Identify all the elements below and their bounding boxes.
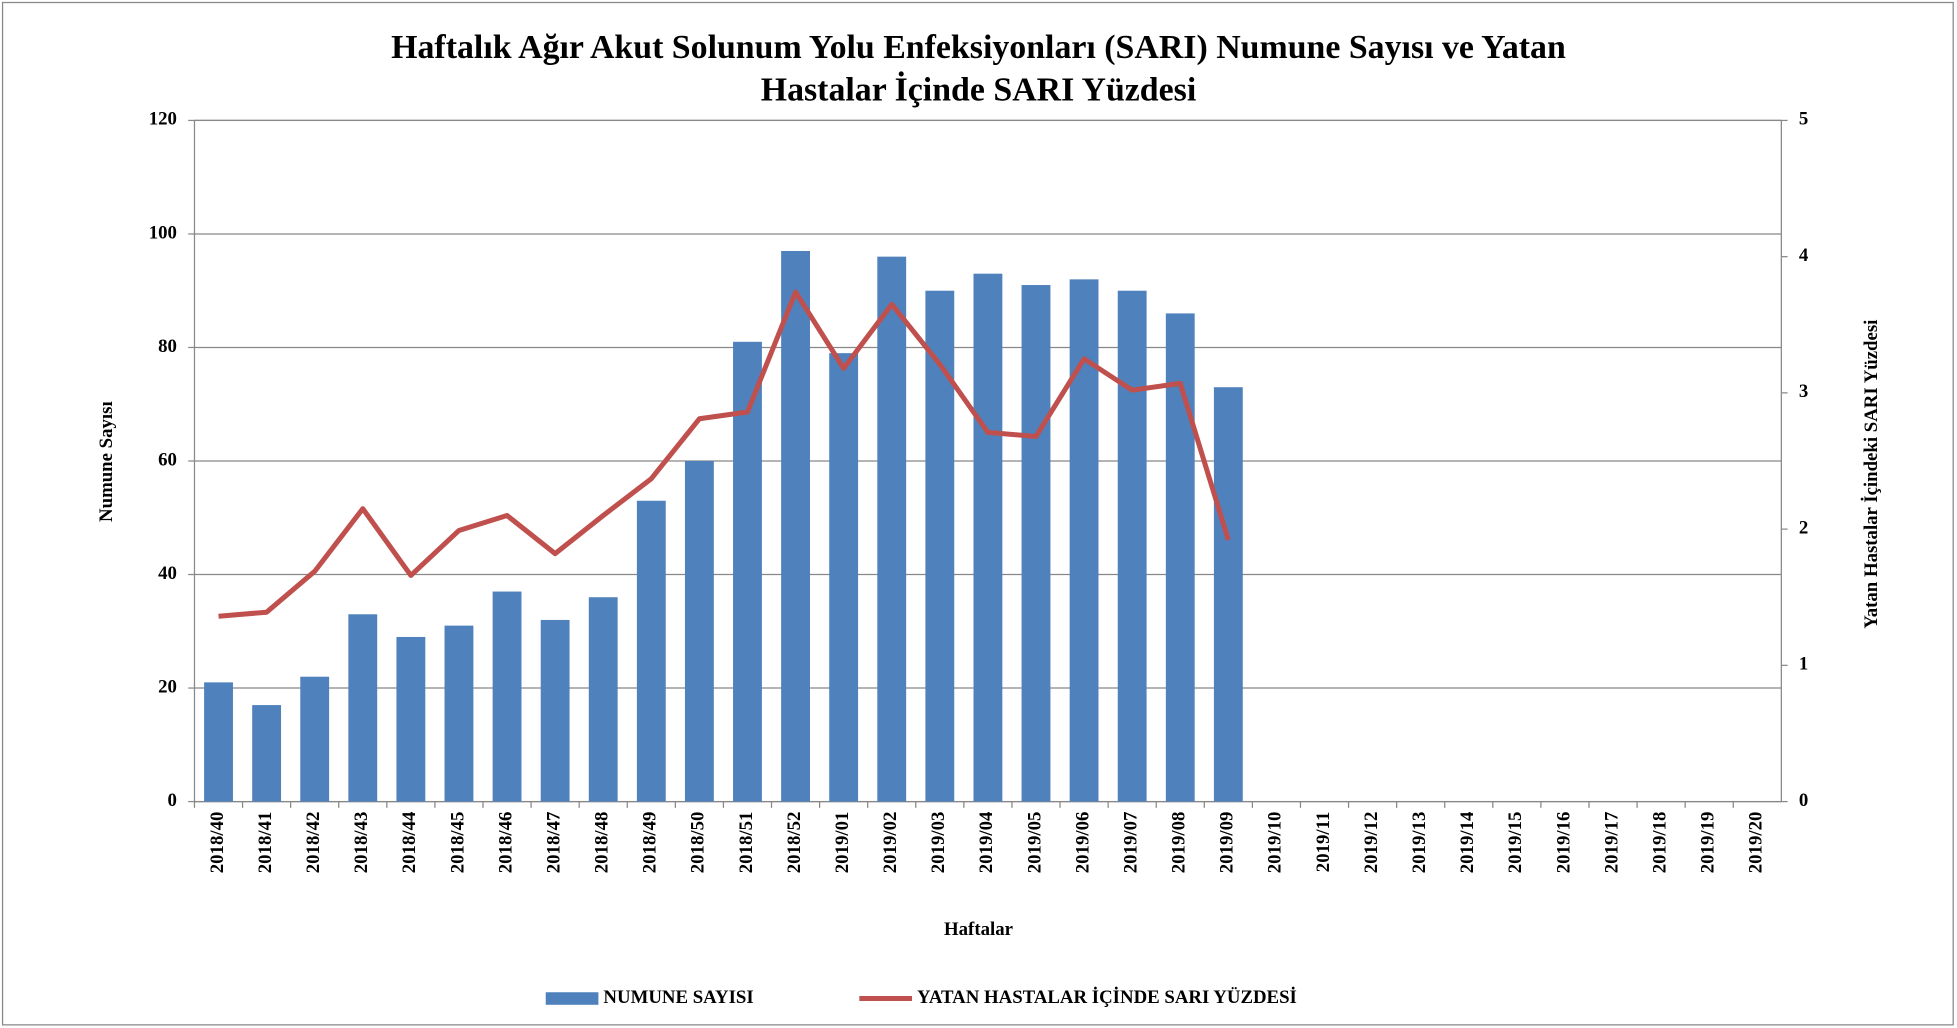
line — [218, 289, 1231, 619]
x-tick-label: 2018/52 — [784, 812, 805, 874]
bar — [1117, 290, 1147, 802]
y2-tick-label: 4 — [1799, 245, 1809, 266]
x-tick-label: 2018/51 — [736, 812, 757, 874]
x-tick-label: 2019/14 — [1457, 811, 1478, 873]
bar — [877, 256, 907, 802]
chart-title: Hastalar İçinde SARI Yüzdesi — [761, 71, 1197, 109]
y-tick-label: 80 — [158, 336, 177, 357]
x-tick-label: 2019/03 — [928, 812, 949, 874]
x-tick-label: 2019/09 — [1217, 812, 1238, 874]
bar — [300, 676, 330, 802]
x-tick-label: 2018/46 — [495, 812, 516, 874]
y-tick-label: 100 — [149, 222, 177, 243]
bar — [444, 625, 474, 802]
bar — [588, 597, 618, 802]
x-tick-label: 2019/04 — [976, 811, 997, 873]
y2-tick-label: 1 — [1799, 654, 1808, 675]
legend-label: YATAN HASTALAR İÇİNDE SARI YÜZDESİ — [917, 987, 1297, 1008]
bar — [492, 591, 522, 802]
x-tick-label: 2019/02 — [880, 812, 901, 874]
x-tick-label: 2019/17 — [1601, 812, 1622, 874]
x-tick-label: 2018/40 — [207, 812, 228, 874]
y-tick-label: 120 — [149, 109, 177, 130]
x-tick-label: 2019/16 — [1553, 812, 1574, 874]
x-tick-label: 2019/01 — [832, 812, 853, 874]
y2-tick-label: 5 — [1799, 109, 1808, 130]
x-tick-label: 2018/47 — [543, 812, 564, 874]
y2-tick-label: 2 — [1799, 517, 1808, 538]
y-axis-label: Numune Sayısı — [96, 401, 117, 522]
bar — [1021, 285, 1051, 802]
bar — [733, 341, 762, 802]
bar — [973, 273, 1003, 802]
x-tick-label: 2018/50 — [688, 812, 709, 874]
y-tick-label: 40 — [158, 563, 177, 584]
x-tick-label: 2019/08 — [1169, 812, 1190, 874]
x-tick-label: 2018/49 — [640, 812, 661, 874]
y2-axis-label: Yatan Hastalar İçindeki SARI Yüzdesi — [1861, 320, 1882, 629]
bar — [396, 636, 426, 802]
y-tick-label: 20 — [158, 676, 177, 697]
x-tick-label: 2018/43 — [351, 812, 372, 874]
x-tick-label: 2019/05 — [1024, 812, 1045, 874]
chart-title: Haftalık Ağır Akut Solunum Yolu Enfeksiy… — [391, 29, 1566, 66]
bar — [636, 500, 666, 802]
bar — [348, 614, 378, 802]
y2-tick-label: 3 — [1799, 381, 1808, 402]
bar — [252, 705, 282, 802]
x-tick-label: 2018/41 — [255, 812, 276, 874]
bar — [204, 682, 233, 802]
x-tick-label: 2019/11 — [1313, 812, 1334, 873]
y-tick-label: 60 — [158, 449, 177, 470]
x-tick-label: 2018/42 — [303, 812, 324, 874]
y2-tick-label: 0 — [1799, 790, 1808, 811]
bar — [684, 461, 714, 802]
x-tick-label: 2019/15 — [1505, 812, 1526, 874]
x-tick-label: 2019/18 — [1649, 812, 1670, 874]
x-axis-label: Haftalar — [944, 919, 1013, 940]
legend-swatch — [545, 992, 599, 1005]
x-tick-label: 2019/12 — [1361, 812, 1382, 874]
x-tick-label: 2019/10 — [1265, 812, 1286, 874]
x-tick-label: 2018/48 — [592, 812, 613, 874]
x-tick-label: 2019/19 — [1698, 812, 1719, 874]
x-tick-label: 2018/44 — [399, 811, 420, 873]
x-tick-label: 2019/20 — [1746, 812, 1767, 874]
y-tick-label: 0 — [168, 790, 177, 811]
bar — [781, 250, 810, 802]
x-tick-label: 2018/45 — [447, 812, 468, 874]
x-tick-label: 2019/07 — [1120, 812, 1141, 874]
x-tick-label: 2019/13 — [1409, 812, 1430, 874]
bar — [1213, 387, 1243, 802]
bar — [829, 353, 859, 802]
bar — [1165, 313, 1195, 802]
bar — [540, 619, 570, 802]
legend-label: NUMUNE SAYISI — [603, 987, 753, 1008]
x-tick-label: 2019/06 — [1072, 812, 1093, 874]
